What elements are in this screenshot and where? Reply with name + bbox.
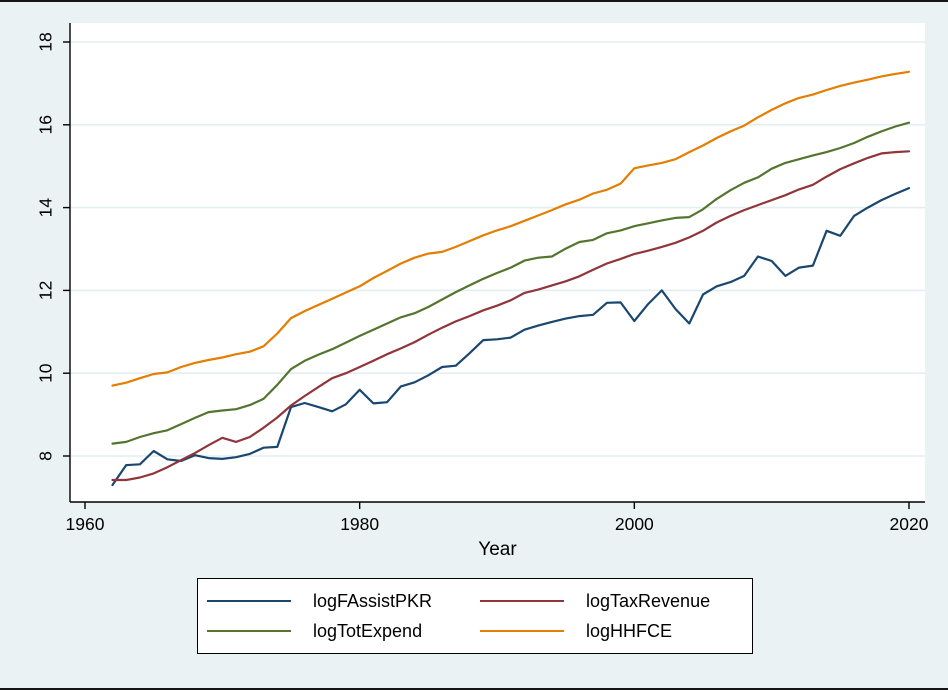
legend-item-loghhfce: logHHFCE — [480, 622, 752, 640]
x-tick-label: 2000 — [615, 514, 654, 534]
legend-label: logTaxRevenue — [586, 591, 711, 611]
x-axis-title: Year — [478, 539, 517, 560]
y-tick-label: 10 — [36, 363, 56, 383]
window-border-bottom — [0, 688, 948, 690]
y-tick-label: 16 — [36, 115, 56, 134]
plot-area — [70, 23, 925, 502]
legend-item-logtotexpend: logTotExpend — [198, 622, 480, 640]
maroon-line-swatch — [480, 600, 564, 602]
x-tick-label: 1980 — [340, 514, 379, 534]
y-tick-label: 12 — [36, 281, 56, 300]
navy-line-swatch — [207, 600, 291, 602]
series-logFAssistPKR — [111, 187, 911, 487]
window-border-top — [0, 0, 948, 2]
y-tick-label: 8 — [36, 451, 56, 461]
green-line-swatch — [207, 630, 291, 632]
series-logTaxRevenue — [111, 150, 911, 482]
series-logTotExpend — [111, 121, 911, 445]
x-tick-label: 2020 — [890, 514, 929, 534]
legend-label: logHHFCE — [586, 621, 673, 641]
legend-item-logtaxrevenue: logTaxRevenue — [480, 592, 752, 610]
legend-row: logTotExpend logHHFCE — [198, 617, 752, 646]
orange-line-swatch — [480, 630, 564, 632]
legend-row: logFAssistPKR logTaxRevenue — [198, 587, 752, 616]
series-logHHFCE — [111, 70, 911, 387]
y-tick-label: 18 — [36, 32, 56, 51]
legend-label: logTotExpend — [313, 621, 423, 641]
legend-label: logFAssistPKR — [313, 591, 433, 611]
y-tick-label: 14 — [36, 198, 56, 218]
chart-legend: logFAssistPKR logTaxRevenue logTotExpend… — [197, 578, 753, 654]
legend-item-logfassistpkr: logFAssistPKR — [198, 592, 480, 610]
x-tick-label: 1960 — [66, 514, 105, 534]
